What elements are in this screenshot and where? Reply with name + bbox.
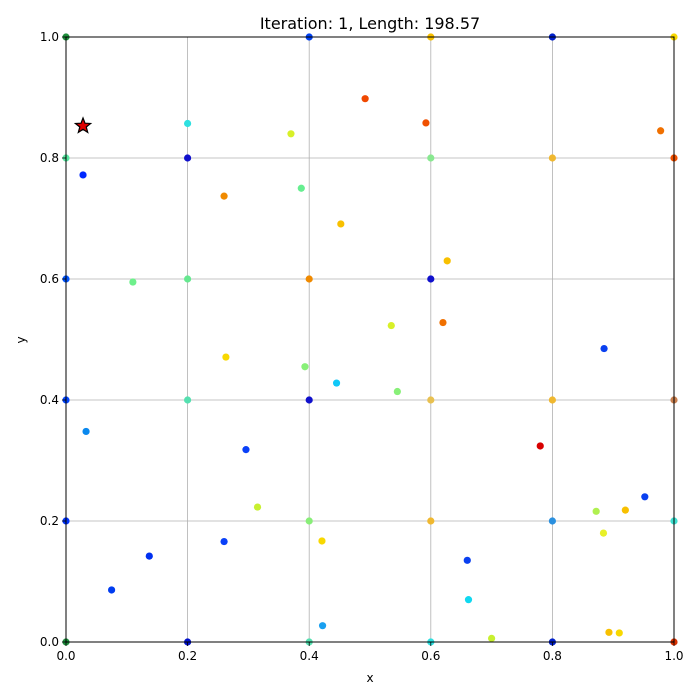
data-point bbox=[337, 220, 345, 228]
data-point bbox=[387, 321, 395, 330]
data-point bbox=[393, 387, 401, 396]
y-tick-label: 0.4 bbox=[40, 393, 59, 407]
data-point bbox=[318, 622, 327, 630]
data-points bbox=[62, 33, 678, 646]
data-point bbox=[599, 529, 608, 537]
data-point bbox=[427, 396, 435, 404]
data-point bbox=[600, 344, 608, 353]
x-tick-label: 1.0 bbox=[664, 649, 683, 663]
data-point bbox=[427, 275, 435, 283]
data-point bbox=[536, 442, 544, 450]
data-point bbox=[222, 353, 230, 361]
data-point bbox=[464, 596, 473, 604]
x-tick-label: 0.4 bbox=[300, 649, 319, 663]
data-point bbox=[301, 363, 309, 371]
y-axis-label: y bbox=[14, 336, 28, 343]
y-tick-label: 1.0 bbox=[40, 30, 59, 44]
x-tick-label: 0.0 bbox=[56, 649, 75, 663]
data-point bbox=[439, 318, 447, 327]
data-point bbox=[641, 493, 649, 501]
data-point bbox=[184, 154, 192, 162]
data-point bbox=[305, 275, 313, 283]
data-point bbox=[657, 127, 665, 135]
x-axis-ticks: 0.0 0.2 0.4 0.6 0.8 1.0 bbox=[56, 642, 684, 663]
x-axis-label: x bbox=[366, 671, 373, 685]
y-axis-ticks: 0.0 0.2 0.4 0.6 0.8 1.0 bbox=[40, 30, 66, 649]
data-point bbox=[361, 95, 369, 103]
data-point bbox=[242, 446, 250, 454]
start-star-marker bbox=[73, 116, 93, 134]
data-point bbox=[621, 506, 629, 514]
chart-title: Iteration: 1, Length: 198.57 bbox=[260, 14, 480, 33]
data-point bbox=[605, 628, 613, 636]
data-point bbox=[443, 257, 451, 265]
data-point bbox=[318, 537, 326, 545]
data-point bbox=[332, 379, 341, 387]
highlight-marker bbox=[73, 116, 93, 134]
data-point bbox=[145, 552, 153, 560]
data-point bbox=[287, 130, 295, 138]
data-point bbox=[79, 171, 87, 179]
data-point bbox=[548, 517, 557, 525]
data-point bbox=[463, 556, 471, 564]
data-point bbox=[184, 275, 192, 283]
x-tick-label: 0.6 bbox=[421, 649, 440, 663]
data-point bbox=[548, 154, 557, 162]
data-point bbox=[488, 634, 496, 642]
data-point bbox=[297, 184, 305, 192]
data-point bbox=[615, 629, 623, 637]
y-tick-label: 0.8 bbox=[40, 151, 59, 165]
x-tick-label: 0.8 bbox=[543, 649, 562, 663]
data-point bbox=[305, 517, 313, 525]
data-point bbox=[548, 396, 557, 404]
data-point bbox=[220, 537, 228, 546]
data-point bbox=[184, 119, 192, 128]
data-point bbox=[305, 396, 313, 404]
y-tick-label: 0.6 bbox=[40, 272, 59, 286]
y-tick-label: 0.2 bbox=[40, 514, 59, 528]
data-point bbox=[422, 119, 430, 127]
data-point bbox=[220, 192, 228, 200]
data-point bbox=[427, 517, 435, 525]
plot-area-frame bbox=[65, 36, 675, 643]
data-point bbox=[592, 507, 600, 515]
data-point bbox=[253, 503, 262, 511]
data-point bbox=[427, 154, 435, 162]
data-point bbox=[129, 278, 137, 286]
data-point bbox=[184, 396, 192, 404]
data-point bbox=[108, 586, 116, 594]
data-point bbox=[82, 427, 90, 436]
x-tick-label: 0.2 bbox=[178, 649, 197, 663]
y-tick-label: 0.0 bbox=[40, 635, 59, 649]
